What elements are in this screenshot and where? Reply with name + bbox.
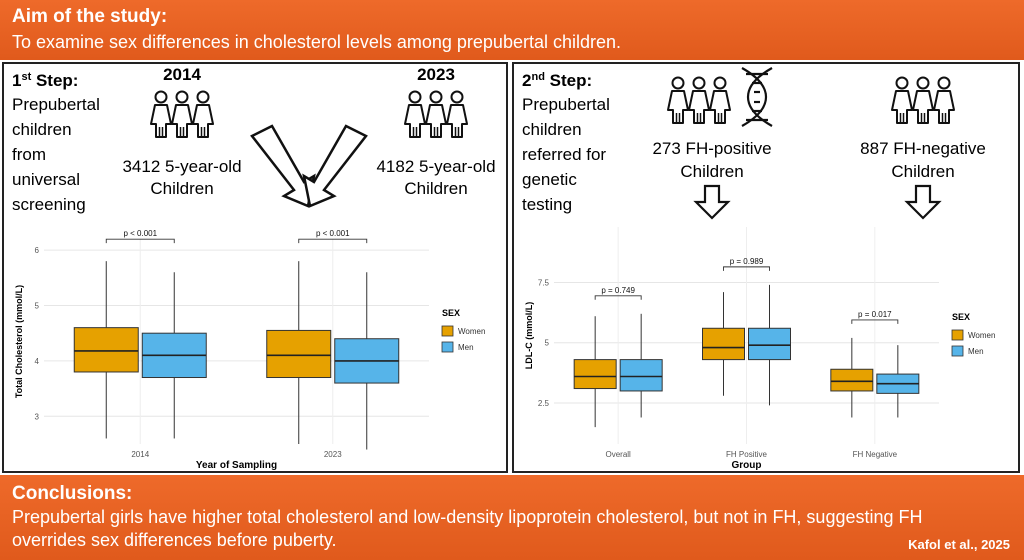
legend-swatch <box>441 341 454 353</box>
p-value-label: p = 0.017 <box>858 310 892 319</box>
children-group-fh-negative-icon <box>891 76 955 124</box>
p-value-bracket <box>298 238 368 244</box>
step1-heading: 1st Step: <box>12 71 78 90</box>
x-tick-label: FH Negative <box>853 450 898 459</box>
conclusions-banner: Conclusions: Prepubertal girls have high… <box>0 475 1024 560</box>
count-2023: 4182 5-year-old <box>376 157 495 176</box>
y-axis-title: LDL-C (mmol/L) <box>524 302 534 370</box>
year-2023-label: 2023 <box>417 65 455 84</box>
children-label-2014: Children <box>150 179 213 198</box>
legend-swatch <box>951 345 964 357</box>
total-cholesterol-chart: 3 4 5 6 2014 2023 p < 0.001 p < 0.001 Year of Sa… <box>14 229 485 471</box>
aim-banner: Aim of the study: To examine sex differe… <box>0 0 1024 60</box>
arrow-down-fh-positive-icon <box>693 184 731 220</box>
legend-label: Men <box>458 343 474 352</box>
box-women <box>702 327 745 361</box>
y-tick-label: 4 <box>35 357 40 366</box>
y-tick-label: 6 <box>35 246 40 255</box>
citation-credit: Kafol et al., 2025 <box>908 537 1010 552</box>
p-value-label: p = 0.989 <box>730 257 764 266</box>
count-2014: 3412 5-year-old <box>122 157 241 176</box>
step2-panel: 2nd Step: Prepubertal children referred … <box>512 62 1020 473</box>
legend-title: SEX <box>442 308 460 318</box>
x-tick-label: Overall <box>605 450 631 459</box>
legend-title: SEX <box>952 312 970 322</box>
y-axis-title: Total Cholesterol (mmol/L) <box>14 285 24 398</box>
fh-negative-children-label: Children <box>891 162 954 181</box>
x-tick-label: FH Positive <box>726 450 767 459</box>
children-group-2023-icon <box>404 90 468 138</box>
ldl-cholesterol-chart: 2.5 5 7.5 Overall FH Positive FH Negative p = … <box>524 227 995 471</box>
p-value-label: p = 0.749 <box>601 286 635 295</box>
step2-description: Prepubertal children referred for geneti… <box>522 95 615 214</box>
year-2014-label: 2014 <box>163 65 201 84</box>
arrow-down-fh-negative-icon <box>904 184 942 220</box>
children-label-2023: Children <box>404 179 467 198</box>
fh-negative-count: 887 FH-negative <box>860 139 986 158</box>
x-axis-title: Year of Sampling <box>196 460 277 471</box>
p-value-bracket <box>105 238 175 244</box>
legend-swatch <box>951 329 964 341</box>
box-women <box>73 327 139 373</box>
legend-swatch <box>441 325 454 337</box>
box-women <box>266 329 332 379</box>
step2-heading: 2nd Step: <box>522 71 592 90</box>
aim-title: Aim of the study: <box>12 6 168 27</box>
p-value-label: p < 0.001 <box>316 229 350 238</box>
legend-label: Women <box>458 327 485 336</box>
p-value-bracket <box>723 266 770 271</box>
y-tick-label: 5 <box>545 339 550 348</box>
p-value-bracket <box>851 319 899 324</box>
step1-description: Prepubertal children from universal scre… <box>12 95 105 214</box>
x-axis-title: Group <box>732 460 762 471</box>
x-tick-label: 2014 <box>131 450 149 459</box>
step1-panel: 1st Step: Prepubertal children from univ… <box>2 62 508 473</box>
fh-positive-count: 273 FH-positive <box>652 139 771 158</box>
x-tick-label: 2023 <box>324 450 342 459</box>
y-tick-label: 3 <box>35 412 40 421</box>
children-group-fh-positive-icon <box>667 76 731 124</box>
box-men <box>619 359 663 392</box>
arrow-down-left-icon <box>302 124 368 208</box>
y-tick-label: 2.5 <box>538 399 550 408</box>
p-value-bracket <box>594 295 642 300</box>
y-tick-label: 5 <box>35 301 40 310</box>
fh-positive-children-label: Children <box>680 162 743 181</box>
arrow-down-right-icon <box>250 124 316 208</box>
conclusions-line-2: overrides sex differences before puberty… <box>12 530 337 550</box>
dna-icon <box>741 67 773 127</box>
y-tick-label: 7.5 <box>538 278 550 287</box>
box-women <box>573 359 617 390</box>
legend-label: Women <box>968 331 995 340</box>
conclusions-line-1: Prepubertal girls have higher total chol… <box>12 507 923 527</box>
box-men <box>748 327 791 361</box>
legend-label: Men <box>968 347 984 356</box>
p-value-label: p < 0.001 <box>123 229 157 238</box>
children-group-2014-icon <box>150 90 214 138</box>
box-women <box>830 368 874 392</box>
conclusions-title: Conclusions: <box>12 483 133 504</box>
aim-text: To examine sex differences in cholestero… <box>12 32 622 52</box>
